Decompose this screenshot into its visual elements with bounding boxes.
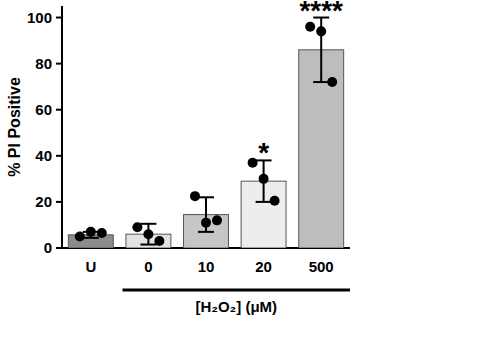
y-tick-label: 0 [44, 239, 52, 256]
y-tick-label: 60 [35, 101, 52, 118]
x-axis-label: [H₂O₂] (μM) [195, 298, 277, 315]
x-tick-label: 20 [255, 258, 272, 275]
significance-label: **** [299, 0, 343, 26]
data-point [201, 218, 211, 228]
error-cap [198, 231, 214, 233]
x-tick-label: 500 [309, 258, 334, 275]
y-tick [56, 155, 62, 157]
plot-area [68, 18, 343, 248]
y-tick [56, 17, 62, 19]
y-tick [56, 63, 62, 65]
y-tick-label: 40 [35, 147, 52, 164]
x-tick-label: 10 [198, 258, 215, 275]
error-cap [140, 223, 156, 225]
data-point [212, 215, 222, 225]
error-cap [140, 244, 156, 246]
data-point [132, 222, 142, 232]
y-axis [61, 6, 63, 248]
data-point [154, 236, 164, 246]
error-cap [256, 201, 272, 203]
data-point [97, 228, 107, 238]
x-tick-label: U [85, 258, 96, 275]
data-point [248, 158, 258, 168]
x-tick-label: 0 [144, 258, 152, 275]
data-point [327, 77, 337, 87]
y-tick-label: 100 [27, 9, 52, 26]
data-point [86, 227, 96, 237]
chart: 020406080100*****U01020500[H₂O₂] (μM)% P… [0, 0, 500, 356]
bar [184, 215, 229, 248]
data-point [143, 229, 153, 239]
y-tick [56, 247, 62, 249]
data-point [75, 231, 85, 241]
error-bar [198, 197, 214, 232]
error-bar [140, 224, 156, 245]
error-bar [313, 18, 329, 83]
error-cap [198, 196, 214, 198]
group-line [122, 289, 350, 292]
significance-label: * [258, 137, 269, 168]
data-point [316, 26, 326, 36]
y-tick [56, 201, 62, 203]
error-cap [313, 81, 329, 83]
data-point [190, 191, 200, 201]
y-tick-label: 20 [35, 193, 52, 210]
data-point [259, 174, 269, 184]
y-tick [56, 109, 62, 111]
y-axis-label: % PI Positive [6, 77, 23, 177]
y-tick-label: 80 [35, 55, 52, 72]
error-cap [83, 237, 99, 239]
data-point [270, 196, 280, 206]
